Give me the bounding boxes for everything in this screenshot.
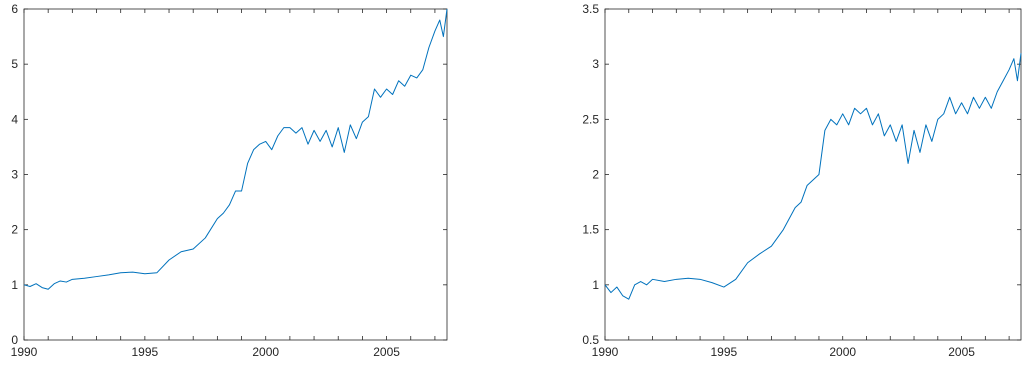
chart-panel-1: 1990 1995 2000 2005 0 1 2 3 4 5 6 (11, 2, 448, 359)
y-tick-label: 2 (11, 223, 18, 237)
axes-box (23, 8, 448, 341)
y-tick-label: 6 (11, 2, 18, 16)
x-tick-label: 1995 (132, 345, 159, 359)
x-tick-label: 2000 (252, 345, 279, 359)
x-tick-label: 2005 (373, 345, 400, 359)
y-tick-label: 2.5 (582, 112, 599, 126)
x-tick-label: 1990 (11, 345, 38, 359)
axes-box (604, 8, 1022, 341)
x-tick-label: 1995 (711, 345, 738, 359)
y-tick-label: 1 (11, 278, 18, 292)
y-tick-label: 1 (592, 278, 599, 292)
y-tick-label: 5 (11, 57, 18, 71)
chart-panel-2: 1990 1995 2000 2005 0.5 1 1.5 2 2.5 3 3.5 (582, 2, 1022, 359)
y-tick-label: 3.5 (582, 2, 599, 16)
x-tick-label: 2000 (829, 345, 856, 359)
series-line-1 (604, 53, 1022, 300)
y-tick-label: 0.5 (582, 333, 599, 347)
y-tick-label: 3 (592, 57, 599, 71)
series-line-1 (23, 8, 448, 290)
y-tick-label: 1.5 (582, 223, 599, 237)
x-tick-label: 1990 (592, 345, 619, 359)
x-tick-label: 2005 (948, 345, 975, 359)
y-tick-label: 4 (11, 112, 18, 126)
y-tick-label: 3 (11, 168, 18, 182)
y-tick-label: 0 (11, 333, 18, 347)
y-tick-label: 2 (592, 168, 599, 182)
